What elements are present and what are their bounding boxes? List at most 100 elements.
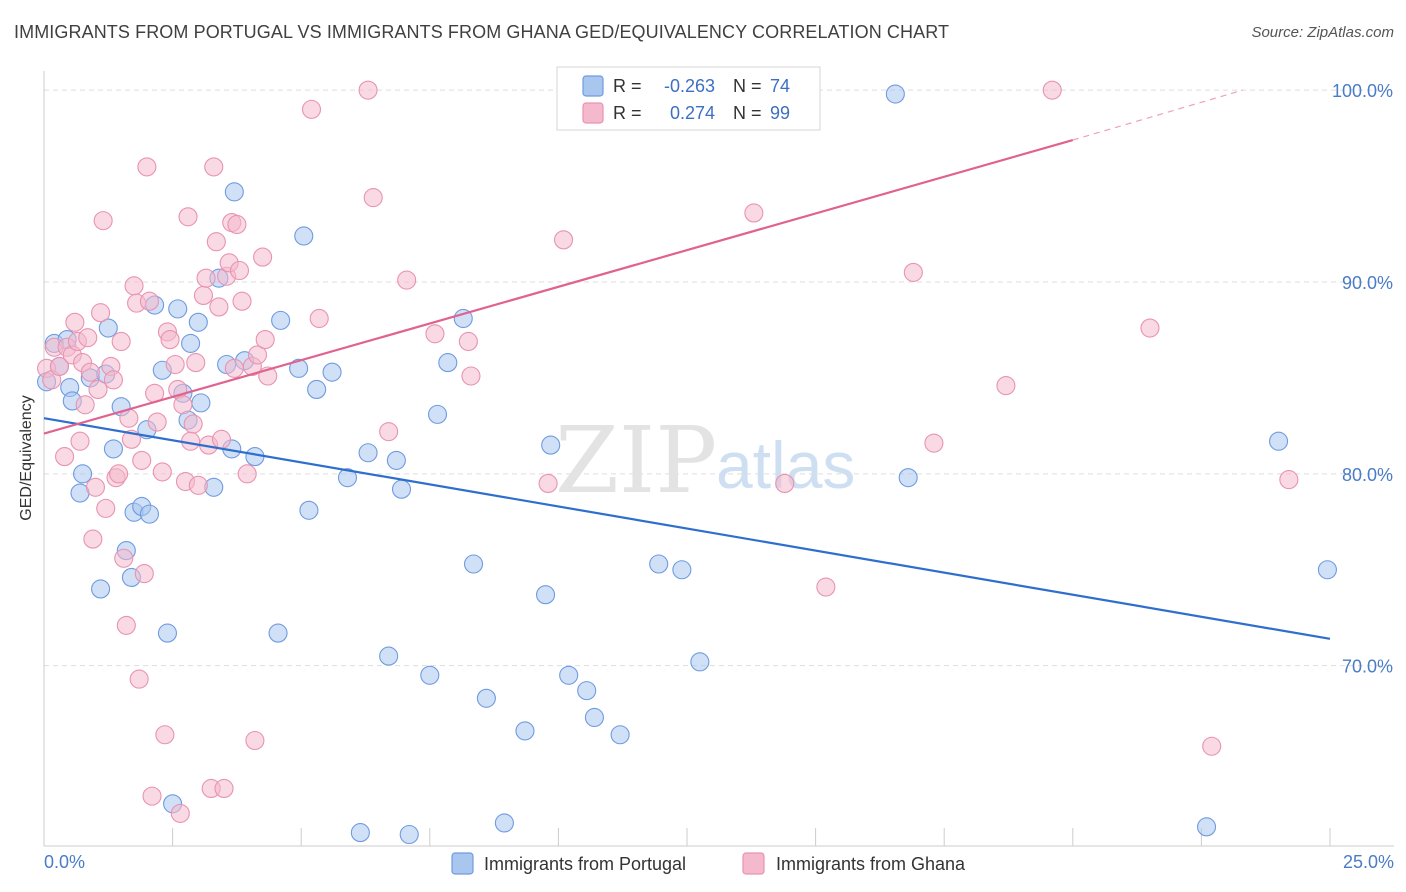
stats-n-value-portugal: 74 bbox=[770, 76, 790, 96]
ghana-point bbox=[111, 331, 131, 352]
ghana-point bbox=[188, 475, 208, 495]
ghana-point bbox=[129, 669, 149, 689]
y-tick-labels: 70.0% 80.0% 90.0% 100.0% bbox=[1332, 81, 1393, 676]
ghana-point bbox=[178, 207, 198, 227]
ghana-point bbox=[160, 330, 180, 350]
ghana-point bbox=[55, 447, 75, 467]
portugal-point bbox=[73, 464, 93, 484]
portugal-point bbox=[271, 310, 291, 330]
legend-swatch-ghana bbox=[742, 852, 765, 875]
ghana-point bbox=[245, 730, 265, 751]
ghana-point bbox=[186, 353, 206, 373]
ghana-point bbox=[209, 297, 229, 317]
y-tick-label: 70.0% bbox=[1342, 657, 1393, 677]
chart-source: Source: ZipAtlas.com bbox=[1251, 24, 1394, 41]
portugal-point bbox=[289, 358, 309, 378]
portugal-point bbox=[672, 560, 692, 580]
ghana-point bbox=[96, 498, 116, 518]
ghana-point bbox=[83, 529, 103, 549]
watermark-zip: ZIP bbox=[555, 407, 717, 514]
ghana-trend-line bbox=[43, 139, 1074, 435]
x-tick-labels: 0.0% 25.0% bbox=[44, 852, 1394, 872]
ghana-point bbox=[147, 412, 167, 432]
ghana-point bbox=[229, 260, 250, 281]
ghana-point bbox=[924, 433, 944, 453]
ghana-point bbox=[379, 422, 399, 442]
ghana-point bbox=[363, 188, 383, 208]
ghana-point bbox=[214, 778, 234, 799]
ghana-point bbox=[116, 615, 136, 635]
ghana-point bbox=[227, 214, 247, 235]
portugal-point bbox=[427, 404, 448, 424]
stats-n-label-portugal: N = bbox=[733, 76, 762, 96]
ghana-point bbox=[358, 80, 378, 100]
portugal-point bbox=[463, 554, 484, 574]
portugal-point bbox=[181, 333, 201, 353]
portugal-point bbox=[535, 585, 556, 605]
ghana-point bbox=[85, 477, 105, 497]
ghana-point bbox=[553, 230, 574, 250]
portugal-point bbox=[1317, 560, 1337, 580]
ghana-point bbox=[165, 354, 185, 375]
portugal-point bbox=[139, 504, 160, 524]
ghana-point bbox=[93, 211, 113, 231]
portugal-point bbox=[577, 681, 597, 701]
portugal-point bbox=[294, 226, 314, 246]
ghana-point bbox=[255, 330, 275, 350]
portugal-point bbox=[1196, 817, 1217, 837]
ghana-point bbox=[204, 157, 224, 177]
ghana-point bbox=[65, 312, 85, 332]
ghana-point bbox=[206, 232, 226, 252]
stats-legend: R = -0.263 N = 74 R = 0.274 N = 99 bbox=[556, 66, 821, 131]
portugal-point bbox=[91, 579, 111, 599]
portugal-trend-line bbox=[43, 417, 1331, 640]
ghana-point bbox=[461, 366, 481, 386]
portugal-point bbox=[191, 393, 211, 413]
ghana-point bbox=[78, 328, 98, 348]
portugal-point bbox=[399, 824, 419, 845]
trend-lines bbox=[43, 89, 1331, 640]
series-legend: Immigrants from Portugal Immigrants from… bbox=[451, 852, 966, 875]
ghana-point bbox=[134, 564, 154, 584]
ghana-point bbox=[114, 548, 134, 568]
ghana-point bbox=[775, 473, 795, 493]
ghana-point bbox=[109, 464, 129, 484]
legend-swatch-portugal bbox=[451, 852, 474, 875]
ghana-point bbox=[170, 803, 190, 823]
portugal-point bbox=[559, 665, 579, 685]
y-axis-label: GED/Equivalency bbox=[18, 395, 35, 520]
portugal-point bbox=[268, 623, 288, 643]
portugal-point bbox=[438, 353, 458, 373]
portugal-point bbox=[157, 623, 178, 643]
ghana-point bbox=[1202, 736, 1222, 756]
watermark: ZIP atlas bbox=[555, 407, 855, 514]
stats-n-label-ghana: N = bbox=[733, 103, 762, 123]
ghana-point bbox=[137, 157, 157, 177]
portugal-point bbox=[307, 379, 327, 399]
ghana-point bbox=[237, 464, 257, 484]
series-ghana-points bbox=[37, 80, 1299, 823]
portugal-point bbox=[420, 665, 440, 685]
y-tick-label: 100.0% bbox=[1332, 81, 1393, 101]
portugal-point bbox=[337, 468, 358, 488]
ghana-point bbox=[183, 414, 203, 434]
y-tick-label: 80.0% bbox=[1342, 465, 1393, 485]
ghana-point bbox=[1140, 318, 1160, 338]
portugal-point bbox=[386, 450, 406, 470]
ghana-point bbox=[996, 376, 1016, 396]
portugal-point bbox=[299, 500, 319, 520]
ghana-point bbox=[425, 324, 445, 344]
ghana-point bbox=[70, 431, 90, 451]
stats-swatch-portugal bbox=[582, 75, 604, 97]
ghana-point bbox=[173, 395, 193, 415]
ghana-point bbox=[1279, 470, 1299, 490]
ghana-point bbox=[155, 725, 175, 745]
portugal-point bbox=[494, 813, 514, 833]
portugal-point bbox=[322, 362, 342, 382]
ghana-point bbox=[103, 370, 123, 390]
ghana-point bbox=[309, 308, 329, 329]
ghana-point bbox=[132, 450, 152, 470]
portugal-point bbox=[391, 479, 412, 499]
ghana-trend-extension bbox=[1072, 89, 1243, 141]
ghana-point bbox=[80, 362, 100, 382]
